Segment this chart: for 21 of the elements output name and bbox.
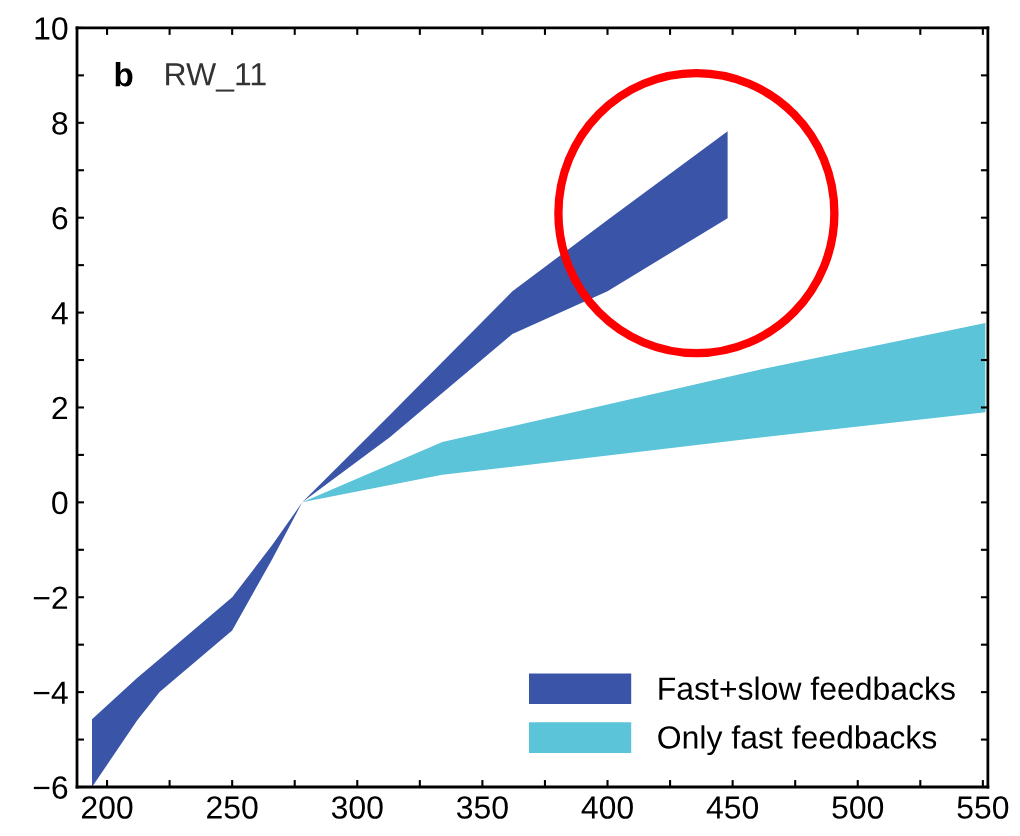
x-tick-label: 250 xyxy=(207,796,258,819)
y-tick-label: 8 xyxy=(52,112,68,135)
y-tick-label: −4 xyxy=(33,681,68,704)
x-tick-label: 200 xyxy=(82,796,133,819)
y-tick-label: 4 xyxy=(51,302,68,325)
x-tick-label: 500 xyxy=(832,796,884,819)
y-tick-label: −6 xyxy=(33,776,68,799)
y-tick-label: −2 xyxy=(33,586,68,609)
x-tick-label: 450 xyxy=(706,796,759,819)
x-tick-label: 350 xyxy=(456,796,508,819)
legend-label: Fast+slow feedbacks xyxy=(659,676,955,700)
annotation: b xyxy=(115,62,133,87)
y-tick-label: 10 xyxy=(35,17,68,40)
x-tick-label: 300 xyxy=(331,796,383,819)
legend-label: Only fast feedbacks xyxy=(658,725,937,756)
text: RW_11 xyxy=(166,63,266,92)
x-tick-label: 550 xyxy=(957,796,1009,819)
x-tick-label: 400 xyxy=(581,796,633,819)
y-tick-label: 0 xyxy=(52,491,68,515)
y-tick-label: 2 xyxy=(52,396,68,420)
y-tick-label: 6 xyxy=(52,206,68,230)
